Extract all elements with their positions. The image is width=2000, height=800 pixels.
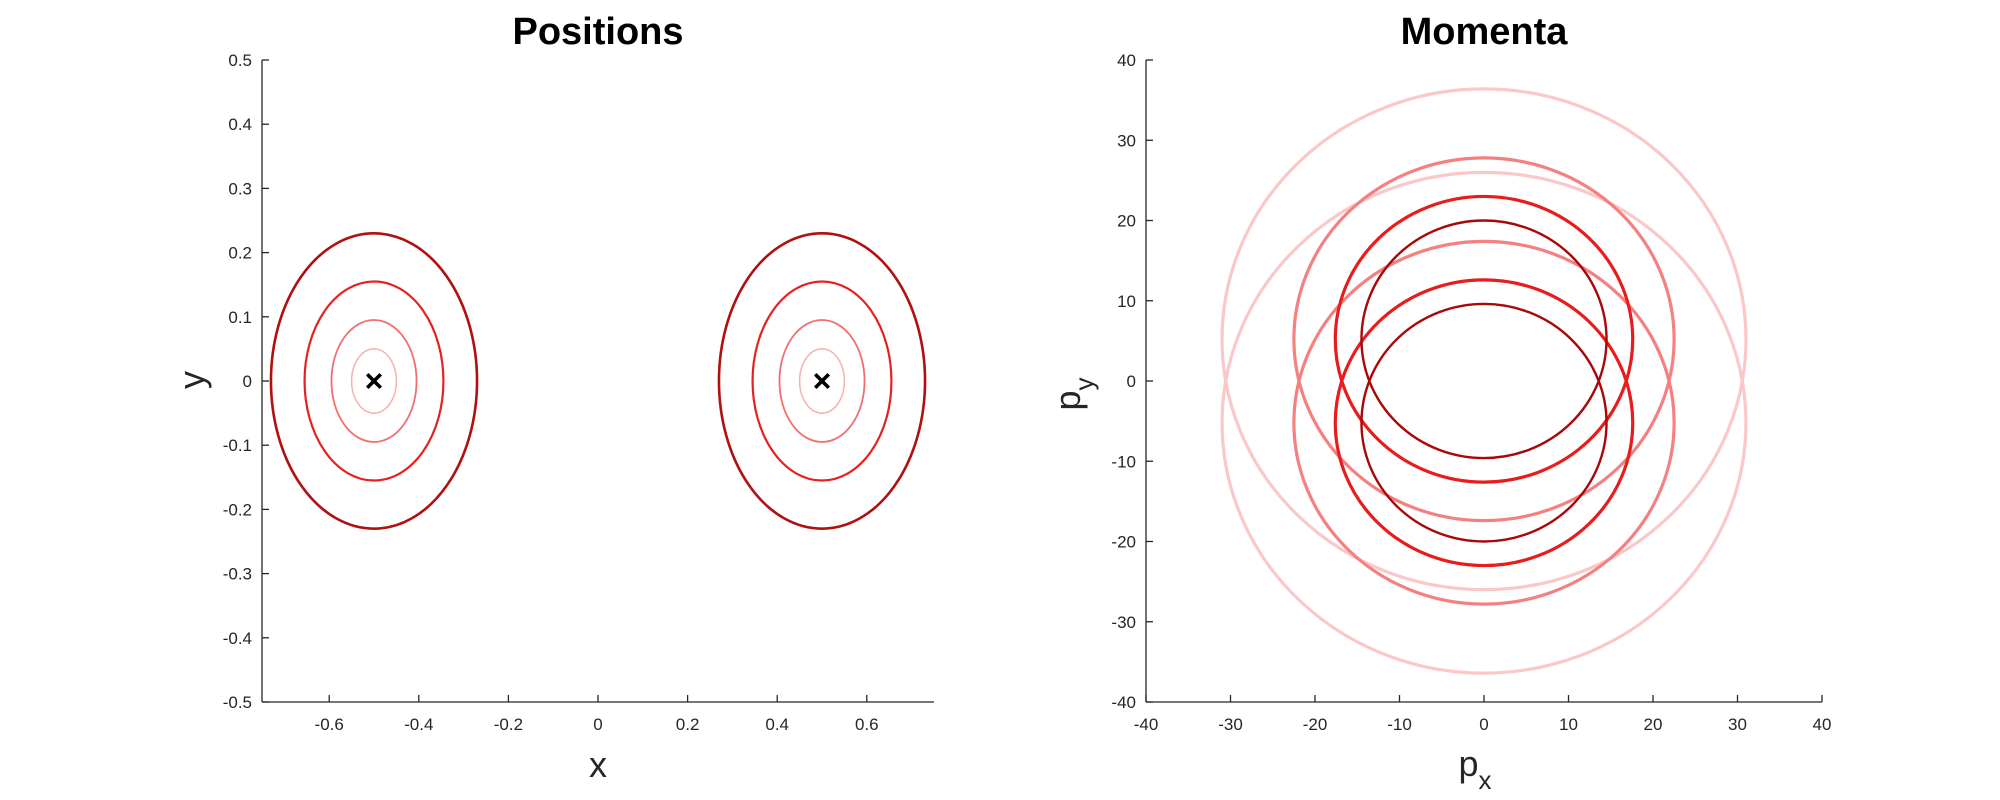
momenta-y-label: py [1047,377,1099,410]
positions-title: Positions [512,11,683,53]
positions-x-tick-label: -0.2 [494,715,523,734]
momenta-y-tick-label: -20 [1111,533,1136,552]
positions-y-tick-label: 0.1 [228,308,252,327]
positions-plot: Positions -0.6 -0.4 -0.2 0 0.2 0.4 0.6 -0.5-0.… [171,11,934,785]
positions-x-tick-label: 0 [593,715,602,734]
momenta-contour-6 [1333,278,1635,568]
positions-y-label: y [171,371,212,389]
positions-y-tick-label: -0.4 [223,629,252,648]
momenta-y-tick-label: -10 [1111,452,1136,471]
momenta-axes [1145,60,1822,703]
momenta-contour-2 [1220,170,1748,675]
momenta-y-tick-label: 0 [1127,372,1136,391]
positions-contour-8 [798,348,846,414]
positions-axes [261,60,934,703]
momenta-contour-7 [1360,219,1608,460]
momenta-y-ticks: -40 -30 -20 -10 0 10 20 30 40 [1111,51,1153,712]
momenta-contour-5 [1333,194,1635,484]
positions-x-ticks: -0.6 -0.4 -0.2 0 0.2 0.4 0.6 [315,695,879,734]
positions-y-tick-label: 0 [243,372,252,391]
momenta-x-tick-label: 20 [1644,715,1663,734]
positions-x-tick-label: -0.4 [404,715,433,734]
positions-y-tick-label: -0.5 [223,693,252,712]
momenta-contour-4 [1292,239,1676,606]
positions-x-tick-label: -0.6 [315,715,344,734]
momenta-x-label-main: p [1458,743,1478,784]
momenta-y-tick-label: 10 [1117,292,1136,311]
momenta-y-tick-label: -30 [1111,613,1136,632]
momenta-y-label-sub: y [1069,377,1099,390]
positions-y-ticks: -0.5 -0.4 -0.3 -0.2 -0.1 0 0.1 0.2 0.3 0.4 0.5 [223,51,269,712]
positions-contour-7 [778,319,866,443]
positions-y-tick-label: -0.1 [223,436,252,455]
momenta-plot: Momenta -40 -30 -20 -10 0 10 20 30 40 -40-30-20-… [1047,11,1831,795]
momenta-x-tick-label: -30 [1218,715,1243,734]
momenta-x-tick-label: -20 [1303,715,1328,734]
momenta-x-tick-label: 0 [1479,715,1488,734]
momenta-x-label-sub: x [1479,765,1492,795]
momenta-contour-8 [1360,302,1608,543]
positions-y-tick-label: 0.2 [228,244,252,263]
momenta-y-tick-label: 40 [1117,51,1136,70]
momenta-title: Momenta [1401,11,1569,53]
positions-contour-1 [269,232,479,530]
positions-x-label: x [589,744,607,785]
positions-contour-4 [350,348,398,414]
momenta-contour-3 [1292,156,1676,523]
positions-contour-2 [303,280,445,482]
momenta-y-tick-label: 30 [1117,131,1136,150]
momenta-x-tick-label: 30 [1728,715,1747,734]
positions-y-tick-label: -0.3 [223,565,252,584]
positions-center-marker-2 [813,372,831,390]
momenta-y-label-main: p [1047,390,1088,410]
momenta-y-tick-label: 20 [1117,212,1136,231]
momenta-x-tick-label: 40 [1813,715,1832,734]
positions-markers [365,372,831,390]
positions-contours [269,232,927,530]
positions-y-tick-label: 0.5 [228,51,252,70]
positions-y-tick-label: 0.4 [228,115,252,134]
positions-contour-5 [717,232,927,530]
positions-y-tick-label: -0.2 [223,500,252,519]
positions-contour-3 [330,319,418,443]
momenta-x-tick-label: 10 [1559,715,1578,734]
momenta-contours [1220,87,1748,675]
positions-x-tick-label: 0.2 [676,715,700,734]
positions-x-tick-label: 0.4 [765,715,789,734]
momenta-contour-1 [1220,87,1748,592]
positions-center-marker-1 [365,372,383,390]
momenta-x-tick-label: -10 [1387,715,1412,734]
positions-contour-6 [751,280,893,482]
positions-x-tick-label: 0.6 [855,715,879,734]
momenta-y-tick-label: -40 [1111,693,1136,712]
momenta-x-label: px [1458,743,1491,795]
momenta-x-tick-label: -40 [1134,715,1159,734]
positions-y-tick-label: 0.3 [228,179,252,198]
momenta-x-ticks: -40 -30 -20 -10 0 10 20 30 40 [1134,695,1832,734]
